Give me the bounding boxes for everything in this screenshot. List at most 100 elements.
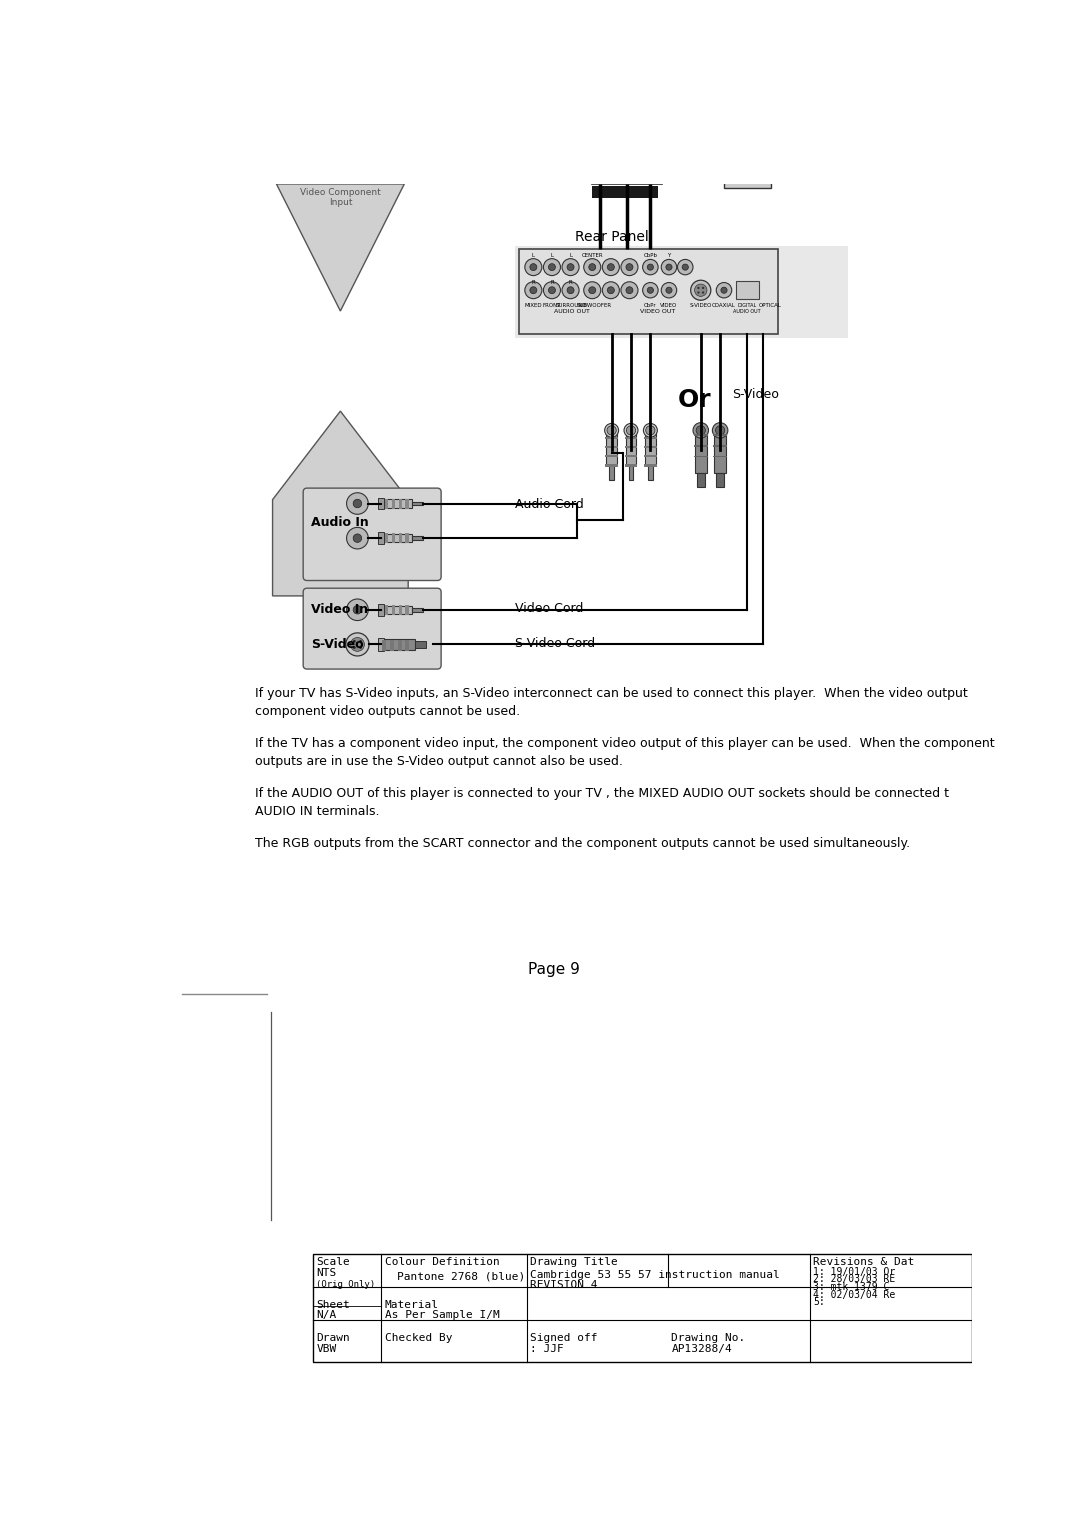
Bar [392, 498, 394, 509]
Circle shape [643, 282, 658, 297]
Text: 2: 28/03/03 RE: 2: 28/03/03 RE [813, 1274, 895, 1285]
Text: AP13288/4: AP13288/4 [672, 1343, 732, 1354]
Circle shape [583, 259, 600, 276]
Bar [392, 604, 394, 615]
Circle shape [353, 639, 355, 642]
Text: Signed off: Signed off [530, 1332, 597, 1343]
Circle shape [347, 599, 368, 621]
Circle shape [702, 287, 704, 290]
Circle shape [626, 426, 636, 435]
Circle shape [605, 423, 619, 437]
Bar [380, 639, 415, 650]
Bar [592, 187, 658, 198]
Text: As Per Sample I/M: As Per Sample I/M [384, 1311, 499, 1320]
Text: R: R [550, 281, 554, 285]
Bar [606, 431, 617, 464]
Text: Or: Or [677, 388, 711, 411]
Bar [629, 464, 633, 480]
Circle shape [697, 426, 705, 435]
Text: Sheet: Sheet [316, 1300, 350, 1309]
Bar [399, 604, 402, 615]
Bar [693, 445, 707, 446]
Bar [399, 533, 402, 543]
Text: 3: mtk 1379 C: 3: mtk 1379 C [813, 1282, 890, 1292]
Bar [405, 498, 408, 509]
Text: AUDIO OUT: AUDIO OUT [554, 310, 590, 314]
Bar [724, 164, 770, 189]
Circle shape [353, 500, 362, 507]
Bar [625, 431, 636, 464]
Circle shape [603, 282, 619, 299]
Circle shape [530, 287, 537, 294]
Circle shape [702, 291, 704, 294]
Text: S-Video: S-Video [311, 638, 364, 652]
Text: If your TV has S-Video inputs, an S-Video interconnect can be used to connect th: If your TV has S-Video inputs, an S-Vide… [255, 687, 968, 717]
Text: L: L [551, 253, 553, 258]
Bar [713, 434, 727, 435]
Text: Scale: Scale [316, 1257, 350, 1268]
Text: Checked By: Checked By [384, 1332, 453, 1343]
Circle shape [647, 287, 653, 293]
Bar [411, 501, 422, 506]
Circle shape [647, 264, 653, 270]
Circle shape [530, 264, 537, 271]
Bar [313, 1254, 972, 1361]
Circle shape [621, 282, 638, 299]
Bar [644, 446, 657, 448]
Text: REVISION 4: REVISION 4 [530, 1280, 597, 1291]
Text: Revisions & Dat: Revisions & Dat [813, 1257, 915, 1268]
Circle shape [562, 259, 579, 276]
Bar [644, 455, 657, 457]
Bar [716, 472, 724, 486]
Bar [713, 445, 727, 446]
Bar [392, 533, 394, 543]
Text: (Orig Only): (Orig Only) [316, 1280, 376, 1289]
Circle shape [683, 264, 688, 270]
Text: Video In: Video In [311, 604, 368, 616]
Bar [645, 431, 656, 464]
Bar [378, 638, 383, 650]
Bar [606, 464, 618, 466]
Circle shape [693, 423, 708, 438]
Bar [384, 533, 388, 543]
Text: VIDEO: VIDEO [660, 304, 677, 308]
Bar [399, 498, 402, 509]
Text: MIXED: MIXED [525, 304, 542, 308]
Circle shape [543, 259, 561, 276]
Bar [644, 437, 657, 438]
Polygon shape [272, 411, 408, 596]
Circle shape [677, 259, 693, 274]
Bar [694, 431, 707, 472]
Text: The RGB outputs from the SCART connector and the component outputs cannot be use: The RGB outputs from the SCART connector… [255, 837, 910, 849]
Circle shape [549, 287, 555, 294]
Bar [384, 604, 388, 615]
Circle shape [360, 639, 362, 642]
Circle shape [583, 282, 600, 299]
Circle shape [347, 492, 368, 514]
Circle shape [549, 264, 555, 271]
Circle shape [525, 282, 542, 299]
Bar [378, 498, 383, 509]
Circle shape [607, 287, 615, 294]
Circle shape [347, 527, 368, 549]
Bar [648, 464, 652, 480]
Circle shape [353, 606, 362, 615]
Text: Video Cord: Video Cord [515, 602, 583, 615]
Circle shape [353, 533, 362, 543]
Bar [606, 446, 618, 448]
Circle shape [624, 423, 638, 437]
Circle shape [589, 264, 596, 271]
Circle shape [666, 287, 672, 293]
Bar [405, 639, 409, 652]
Bar [592, 169, 662, 184]
Bar [378, 604, 383, 616]
Text: Drawn: Drawn [316, 1332, 350, 1343]
Circle shape [353, 645, 355, 648]
Text: If the TV has a component video input, the component video output of this player: If the TV has a component video input, t… [255, 737, 995, 768]
Bar [714, 431, 727, 472]
Bar [625, 446, 637, 448]
Circle shape [567, 287, 575, 294]
Bar [518, 250, 779, 334]
Bar [625, 455, 637, 457]
Text: Y: Y [667, 253, 671, 258]
